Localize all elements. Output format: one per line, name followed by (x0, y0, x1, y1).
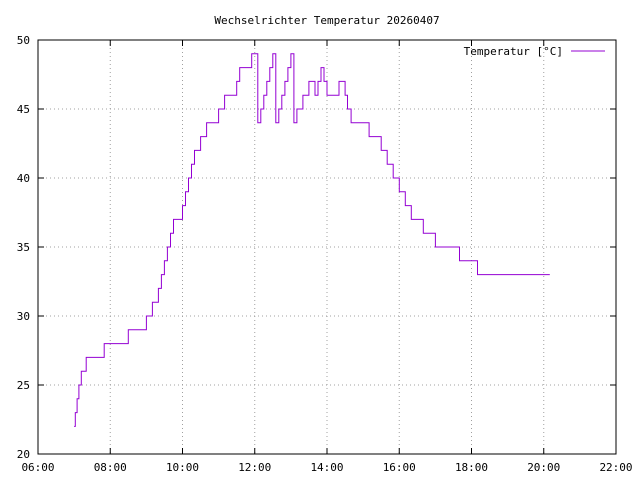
x-tick-label: 16:00 (383, 461, 416, 474)
x-tick-label: 10:00 (166, 461, 199, 474)
x-tick-label: 14:00 (310, 461, 343, 474)
legend-label: Temperatur [°C] (464, 45, 563, 58)
legend: Temperatur [°C] (464, 45, 605, 58)
y-tick-label: 50 (17, 34, 30, 47)
data-series (74, 53, 550, 427)
grid (38, 40, 616, 454)
x-tick-label: 20:00 (527, 461, 560, 474)
y-tick-label: 30 (17, 310, 30, 323)
y-tick-label: 20 (17, 448, 30, 461)
x-tick-label: 12:00 (238, 461, 271, 474)
temperature-series-line (74, 53, 550, 427)
y-tick-label: 35 (17, 241, 30, 254)
x-tick-label: 18:00 (455, 461, 488, 474)
chart-title: Wechselrichter Temperatur 20260407 (214, 14, 439, 27)
x-tick-label: 06:00 (21, 461, 54, 474)
x-tick-label: 22:00 (599, 461, 632, 474)
y-tick-label: 25 (17, 379, 30, 392)
axis-ticks: 06:00 08:00 10:00 12:00 14:00 16:00 18:00 20:00… (17, 34, 633, 474)
y-tick-label: 45 (17, 103, 30, 116)
y-tick-label: 40 (17, 172, 30, 185)
x-tick-label: 08:00 (94, 461, 127, 474)
